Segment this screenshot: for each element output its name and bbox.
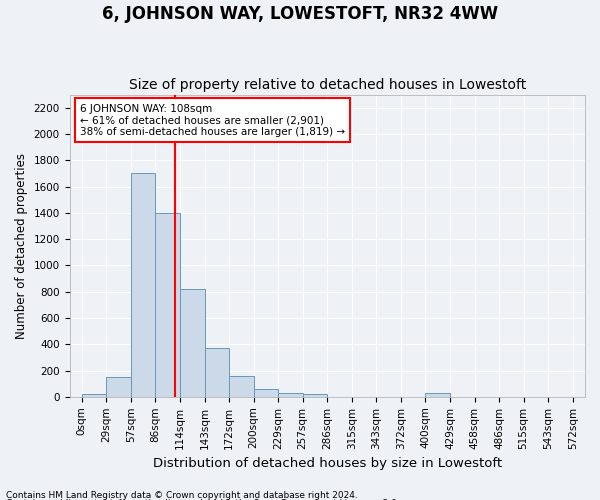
Bar	[82, 394, 106, 397]
Bar	[303, 394, 327, 397]
Bar	[205, 348, 229, 397]
Text: 6, JOHNSON WAY, LOWESTOFT, NR32 4WW: 6, JOHNSON WAY, LOWESTOFT, NR32 4WW	[102, 5, 498, 23]
Bar	[180, 289, 205, 397]
Y-axis label: Number of detached properties: Number of detached properties	[15, 152, 28, 338]
Title: Size of property relative to detached houses in Lowestoft: Size of property relative to detached ho…	[128, 78, 526, 92]
Bar	[254, 389, 278, 397]
Text: Contains HM Land Registry data © Crown copyright and database right 2024.: Contains HM Land Registry data © Crown c…	[6, 490, 358, 500]
Text: 6 JOHNSON WAY: 108sqm
← 61% of detached houses are smaller (2,901)
38% of semi-d: 6 JOHNSON WAY: 108sqm ← 61% of detached …	[80, 104, 345, 137]
Bar	[155, 213, 180, 397]
Bar	[106, 377, 131, 397]
Bar	[278, 393, 303, 397]
Bar	[131, 174, 155, 397]
X-axis label: Distribution of detached houses by size in Lowestoft: Distribution of detached houses by size …	[153, 457, 502, 470]
Bar	[425, 393, 450, 397]
Bar	[229, 376, 254, 397]
Text: Contains public sector information licensed under the Open Government Licence v3: Contains public sector information licen…	[6, 499, 400, 500]
